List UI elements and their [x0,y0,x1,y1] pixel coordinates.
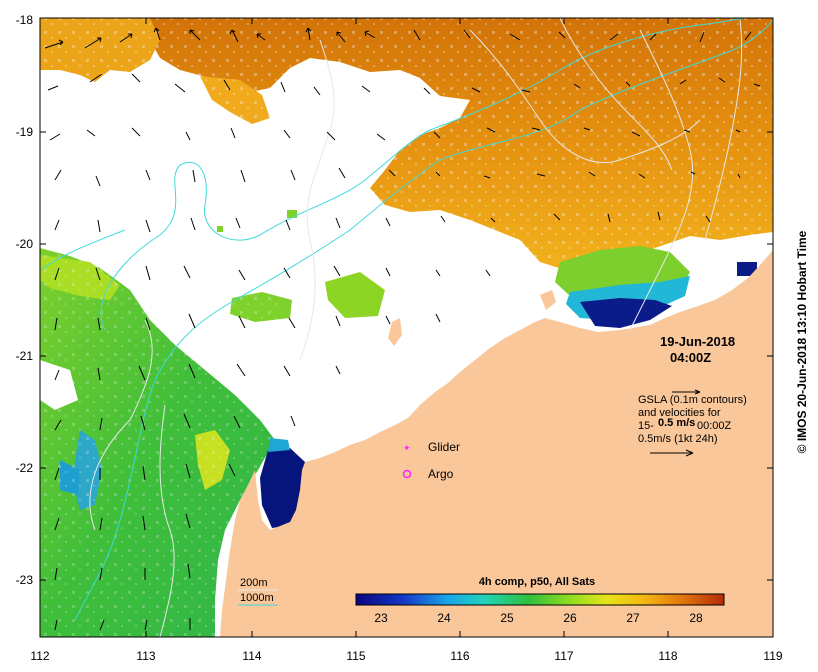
gsla-note-line-4: 0.5m/s (1kt 24h) [638,433,717,445]
colorbar-title: 4h comp, p50, All Sats [479,576,595,588]
scale-arrow [650,449,694,457]
credit-text: © IMOS 20-Jun-2018 13:10 Hobart Time [795,230,809,453]
bathymetry-contours [40,18,773,637]
gsla-note: GSLA (0.1m contours) and velocities for … [638,389,747,457]
lon-tick-113: 113 [136,649,155,663]
lon-tick-114: 114 [242,649,261,663]
lon-tick-119: 119 [763,649,782,663]
lon-tick-115: 115 [346,649,365,663]
land [220,250,773,637]
island [388,318,402,346]
colorbar-tick-23: 23 [374,611,388,625]
map-time: 04:00Z [670,350,711,365]
platform-legend: ✦ Glider Argo [402,440,460,481]
argo-label: Argo [428,467,454,481]
colorbar-tick-26: 26 [563,611,577,625]
gsla-note-line-2: and velocities for [638,407,721,419]
velocity-arrows [44,27,761,631]
scale-arrow-upper [672,389,701,395]
map-date: 19-Jun-2018 [660,334,735,349]
map-body [40,18,773,637]
lat-tick--21: -21 [16,349,34,363]
lat-tick--23: -23 [16,573,34,587]
lon-tick-118: 118 [658,649,677,663]
colorbar-tick-25: 25 [500,611,514,625]
gsla-note-line-3b: 00:00Z [697,420,732,432]
lon-tick-116: 116 [450,649,469,663]
sst-cold-coastal [580,298,672,328]
lat-tick--20: -20 [16,237,34,251]
glider-marker-icon: ✦ [403,444,411,454]
gsla-note-line-1: GSLA (0.1m contours) [638,394,747,406]
lon-tick-117: 117 [554,649,573,663]
bathy-200m-label: 200m [240,577,268,589]
glider-label: Glider [428,440,460,454]
colorbar-tick-28: 28 [689,611,703,625]
map-frame [39,17,774,638]
bathymetry-legend: 200m 1000m [238,577,278,606]
overlap-text: 0.5 m/s [658,417,695,429]
axis-ticks [39,18,773,637]
sst-cold-patch [260,448,305,528]
bathy-1000m-label: 1000m [240,592,274,604]
lat-tick--18: -18 [16,13,34,27]
colorbar-tick-24: 24 [437,611,451,625]
gsla-note-line-3a: 15- [638,420,654,432]
colorbar-tick-27: 27 [626,611,640,625]
lat-tick--19: -19 [16,125,34,139]
lat-tick--22: -22 [16,461,34,475]
colorbar: 4h comp, p50, All Sats 23 24 25 26 27 28 [355,576,725,625]
lon-tick-112: 112 [30,649,49,663]
argo-marker-icon [402,469,412,479]
